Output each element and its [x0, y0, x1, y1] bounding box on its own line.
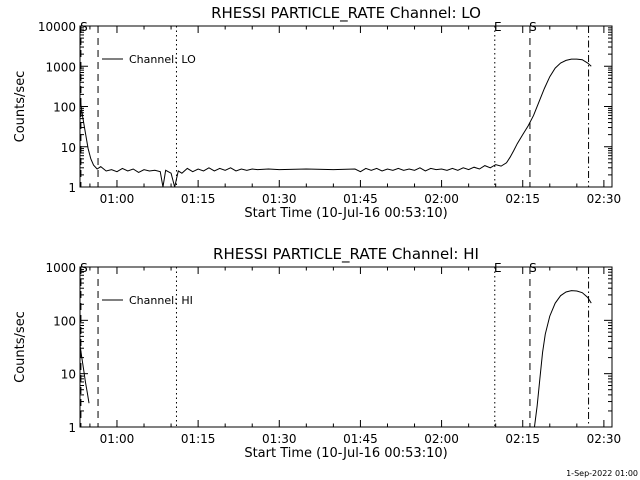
plot-frame	[79, 25, 613, 188]
series-line-1	[533, 290, 592, 428]
y-axis-label: Counts/sec	[13, 71, 28, 143]
x-tick-label: 02:30	[587, 192, 622, 206]
y-tick-label: 1	[68, 181, 76, 195]
legend-entry: Channel: LO	[129, 53, 196, 66]
y-tick-label: 10	[61, 141, 76, 155]
x-tick-label: 01:15	[181, 432, 216, 446]
event-marker-label: S	[80, 261, 88, 275]
x-axis-label: Start Time (10-Jul-16 00:53:10)	[244, 206, 447, 221]
chart-title: RHESSI PARTICLE_RATE Channel: LO	[211, 4, 481, 23]
y-tick-label: 1000	[45, 60, 76, 74]
x-tick-label: 01:45	[343, 432, 378, 446]
event-marker-label: S	[529, 261, 537, 275]
chart-panel-lo: RHESSI PARTICLE_RATE Channel: LO 01:00 01:…	[13, 4, 621, 221]
chart-panel-hi: RHESSI PARTICLE_RATE Channel: HI 01:00 01:…	[13, 245, 621, 461]
x-tick-label: 01:30	[262, 192, 297, 206]
y-axis-label: Counts/sec	[13, 311, 28, 383]
y-tick-label: 10000	[38, 20, 76, 34]
y-tick-label: 1000	[45, 261, 76, 275]
x-tick-label: 02:00	[424, 192, 459, 206]
event-marker-label: S	[80, 20, 88, 34]
x-tick-label: 02:15	[505, 192, 540, 206]
footer-timestamp: 1-Sep-2022 01:00	[566, 469, 638, 478]
y-tick-label: 100	[53, 101, 76, 115]
chart-title: RHESSI PARTICLE_RATE Channel: HI	[213, 245, 479, 264]
y-tick-label: 100	[53, 314, 76, 328]
event-marker-label: E	[494, 20, 502, 34]
x-tick-label: 02:15	[505, 432, 540, 446]
x-tick-label: 02:30	[587, 432, 622, 446]
legend-entry: Channel: HI	[129, 294, 193, 307]
x-tick-label: 01:00	[100, 432, 135, 446]
y-tick-label: 1	[68, 421, 76, 435]
x-tick-label: 01:00	[100, 192, 135, 206]
y-tick-label: 10	[61, 368, 76, 382]
event-marker-label: S	[529, 20, 537, 34]
x-tick-label: 02:00	[424, 432, 459, 446]
event-marker-label: E	[494, 261, 502, 275]
plot-frame	[79, 266, 613, 428]
x-tick-label: 01:15	[181, 192, 216, 206]
series-line-0	[79, 58, 592, 188]
x-axis-label: Start Time (10-Jul-16 00:53:10)	[244, 446, 447, 461]
x-tick-label: 01:30	[262, 432, 297, 446]
x-tick-label: 01:45	[343, 192, 378, 206]
series-line-0	[79, 344, 90, 404]
